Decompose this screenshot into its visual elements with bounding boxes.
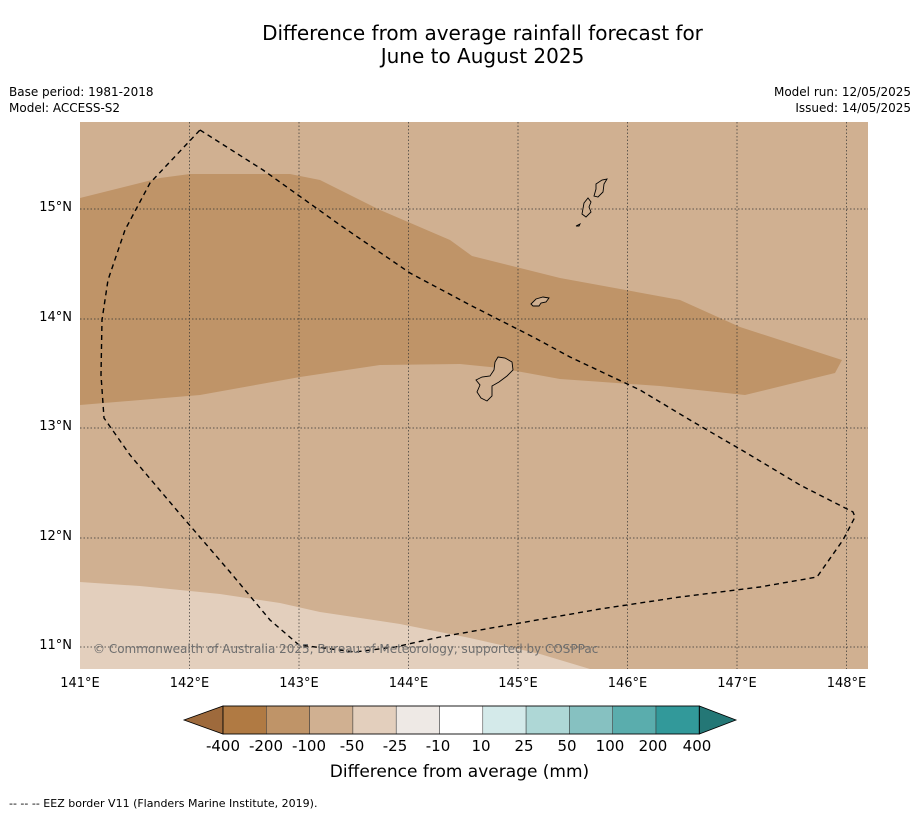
map-title: Difference from average rainfall forecas… [0, 22, 919, 68]
model-name: Model: ACCESS-S2 [9, 101, 121, 115]
colorbar-tick-label: 400 [682, 737, 712, 755]
base-period: Base period: 1981-2018 [9, 85, 154, 99]
lon-label: 148°E [826, 676, 867, 691]
rainfall-zone-100-200 [80, 174, 842, 405]
meta-right: Model run: 12/05/2025 Issued: 14/05/2025 [774, 84, 911, 116]
lon-label: 143°E [279, 676, 319, 691]
title-line-1: Difference from average rainfall forecas… [262, 21, 703, 45]
island-aguijan [575, 222, 582, 227]
colorbar-tick-label: -400 [205, 737, 241, 755]
title-line-2: June to August 2025 [380, 44, 585, 68]
issued-date: Issued: 14/05/2025 [795, 101, 911, 115]
island-guam [475, 356, 514, 402]
lat-label: 13°N [39, 419, 72, 434]
lon-label: 144°E [388, 676, 429, 691]
islands [475, 178, 608, 402]
meta-left: Base period: 1981-2018 Model: ACCESS-S2 [9, 84, 154, 116]
colorbar-tick-label: -200 [248, 737, 284, 755]
lat-label: 14°N [39, 310, 72, 325]
gridlines [80, 122, 868, 669]
lat-label: 11°N [39, 638, 72, 653]
lat-label: 15°N [39, 200, 72, 215]
colorbar-tick-label: 50 [557, 737, 577, 755]
lon-label: 142°E [169, 676, 210, 691]
copyright-notice: © Commonwealth of Australia 2025, Bureau… [93, 642, 599, 656]
lat-label: 12°N [39, 529, 72, 544]
lon-label: 147°E [717, 676, 757, 691]
colorbar-tick-label: 10 [471, 737, 491, 755]
colorbar-tick-label: -10 [425, 737, 451, 755]
colorbar-tick-label: -50 [339, 737, 365, 755]
island-rota [530, 296, 550, 307]
eez-footnote: -- -- -- EEZ border V11 (Flanders Marine… [9, 797, 318, 810]
colorbar-tick-label: 25 [514, 737, 534, 755]
colorbar-tick-label: -25 [382, 737, 408, 755]
lon-label: 141°E [60, 676, 100, 691]
island-saipan [593, 178, 608, 198]
model-run: Model run: 12/05/2025 [773, 85, 911, 99]
colorbar-tick-label: 100 [595, 737, 625, 755]
colorbar-title: Difference from average (mm) [329, 762, 590, 782]
colorbar-tick-label: 200 [638, 737, 668, 755]
island-tinian [581, 197, 592, 218]
colorbar-tick-label: -100 [291, 737, 327, 755]
lon-label: 146°E [607, 676, 648, 691]
eez-border [100, 129, 856, 653]
lon-label: 145°E [498, 676, 538, 691]
